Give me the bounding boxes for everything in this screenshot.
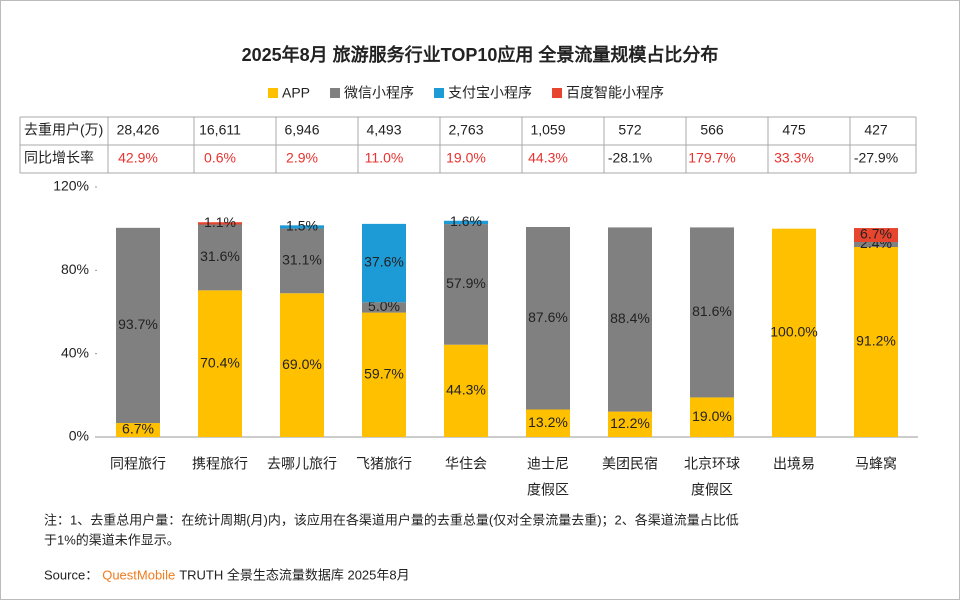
legend-label: APP xyxy=(282,85,310,101)
bar-segment xyxy=(116,227,160,424)
data-label: 6.7% xyxy=(860,226,892,242)
data-label: 91.2% xyxy=(856,333,896,349)
bar-segment xyxy=(362,312,406,437)
data-label: 13.2% xyxy=(528,414,568,430)
table-cell: 427 xyxy=(864,122,888,138)
data-label: 70.4% xyxy=(200,354,240,370)
table-cell: -28.1% xyxy=(608,150,652,166)
bar-segment xyxy=(198,224,242,291)
data-label: 87.6% xyxy=(528,309,568,325)
data-label: 59.7% xyxy=(364,366,404,382)
x-tick-label: 马蜂窝 xyxy=(855,456,897,472)
table-cell: 4,493 xyxy=(366,122,401,138)
table-cell: 33.3% xyxy=(774,150,814,166)
data-label: 37.6% xyxy=(364,254,404,270)
x-tick-label: 度假区 xyxy=(691,482,733,498)
legend-swatch xyxy=(552,88,563,98)
legend-swatch xyxy=(434,88,445,98)
data-label: 88.4% xyxy=(610,310,650,326)
bar-segment xyxy=(198,290,242,437)
y-tick-label: 80% xyxy=(61,261,89,277)
bar-segment xyxy=(526,227,570,410)
data-label: 100.0% xyxy=(770,324,817,340)
bar-segment xyxy=(362,223,406,303)
bar-segment xyxy=(444,220,488,225)
x-tick-label: 美团民宿 xyxy=(602,456,658,472)
bar-segment xyxy=(854,247,898,437)
data-label: 69.0% xyxy=(282,356,322,372)
bar-segment xyxy=(690,227,734,398)
table-cell: 179.7% xyxy=(688,150,735,166)
table-cell: 28,426 xyxy=(117,122,160,138)
bar-segment xyxy=(608,227,652,412)
data-label: 1.1% xyxy=(204,214,236,230)
bar-segment xyxy=(116,423,160,437)
bar-segment xyxy=(690,397,734,437)
y-tick-label: 120% xyxy=(53,178,89,194)
data-label: 93.7% xyxy=(118,316,158,332)
table-cell: 6,946 xyxy=(284,122,319,138)
table-cell: 475 xyxy=(782,122,806,138)
table-cell: 1,059 xyxy=(530,122,565,138)
table-cell: 2,763 xyxy=(448,122,483,138)
table-row-label: 去重用户(万) xyxy=(24,122,103,138)
table-cell: 42.9% xyxy=(118,150,158,166)
bar-segment xyxy=(526,409,570,437)
data-label: 44.3% xyxy=(446,382,486,398)
legend-label: 百度智能小程序 xyxy=(566,85,664,101)
bar-segment xyxy=(772,228,816,437)
note: 于1%的渠道未作显示。 xyxy=(44,532,180,547)
x-tick-label: 度假区 xyxy=(527,482,569,498)
source-brand: QuestMobile xyxy=(102,567,175,582)
table-cell: 572 xyxy=(618,122,642,138)
legend-label: 支付宝小程序 xyxy=(448,85,532,101)
table-cell: 16,611 xyxy=(199,122,241,138)
table-cell: 0.6% xyxy=(204,150,236,166)
x-tick-label: 去哪儿旅行 xyxy=(267,456,337,472)
note: 注：1、去重总用户量：在统计周期(月)内，该应用在各渠道用户量的去重总量(仅对全… xyxy=(44,512,739,528)
data-label: 12.2% xyxy=(610,415,650,431)
data-label: 6.7% xyxy=(122,421,154,437)
source-label: Source： xyxy=(44,567,98,582)
y-tick-label: 40% xyxy=(61,344,89,360)
x-tick-label: 携程旅行 xyxy=(192,456,248,472)
data-label: 19.0% xyxy=(692,408,732,424)
data-label: 57.9% xyxy=(446,275,486,291)
table-cell: -27.9% xyxy=(854,150,898,166)
x-tick-label: 飞猪旅行 xyxy=(356,456,412,472)
bar-segment xyxy=(854,242,898,247)
table-row-label: 同比增长率 xyxy=(24,150,94,166)
x-tick-label: 华住会 xyxy=(445,456,487,472)
x-tick-label: 出境易 xyxy=(773,456,815,472)
bar-segment xyxy=(444,344,488,437)
bar-segment xyxy=(280,225,324,229)
bar-segment xyxy=(362,302,406,313)
chart-title: 2025年8月 旅游服务行业TOP10应用 全景流量规模占比分布 xyxy=(242,44,719,65)
table-cell: 19.0% xyxy=(446,150,486,166)
bar-segment xyxy=(854,228,898,242)
bar-segment xyxy=(198,222,242,225)
bar-segment xyxy=(444,224,488,345)
bar-segment xyxy=(608,411,652,437)
table-cell: 11.0% xyxy=(365,150,404,166)
table-cell: 44.3% xyxy=(528,150,568,166)
bar-segment xyxy=(280,293,324,437)
bar-segment xyxy=(280,228,324,294)
data-label: 31.6% xyxy=(200,248,240,264)
x-tick-label: 迪士尼 xyxy=(527,456,569,472)
x-tick-label: 北京环球 xyxy=(684,456,740,472)
y-tick-label: 0% xyxy=(69,428,89,444)
legend-swatch xyxy=(268,88,278,98)
data-label: 81.6% xyxy=(692,303,732,319)
data-label: 31.1% xyxy=(282,252,322,268)
legend-swatch xyxy=(330,88,341,98)
table-cell: 566 xyxy=(700,122,724,138)
data-label: 1.5% xyxy=(286,218,318,234)
x-tick-label: 同程旅行 xyxy=(110,456,166,472)
legend-label: 微信小程序 xyxy=(344,85,414,101)
table-cell: 2.9% xyxy=(286,150,318,166)
data-label: 1.6% xyxy=(450,213,482,229)
source-text: TRUTH 全景生态流量数据库 2025年8月 xyxy=(179,567,409,582)
